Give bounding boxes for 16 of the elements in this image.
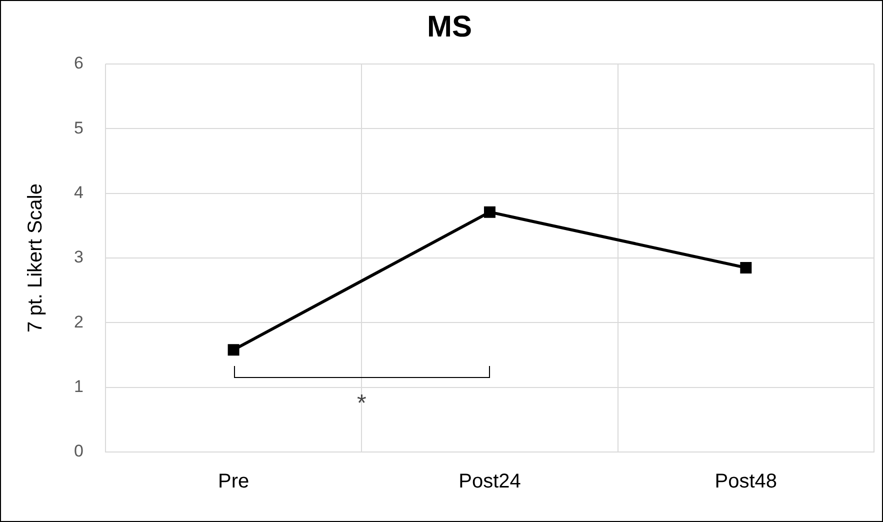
y-tick-label: 1 [74, 377, 84, 396]
x-tick-label: Post24 [458, 470, 521, 493]
y-axis-title: 7 pt. Likert Scale [24, 184, 47, 332]
chart-title: MS [427, 10, 472, 44]
y-tick-label: 5 [74, 118, 84, 138]
y-tick-label: 4 [74, 183, 84, 202]
x-tick-label: Post48 [714, 470, 778, 493]
x-tick-label: Pre [218, 470, 250, 493]
point [228, 344, 240, 356]
y-tick-label: 6 [74, 54, 84, 73]
point [484, 206, 496, 218]
annotation: * [356, 390, 366, 418]
point [740, 262, 752, 274]
y-tick-label: 3 [74, 248, 84, 267]
y-tick-label: 0 [74, 442, 84, 461]
y-tick-label: 2 [74, 312, 84, 332]
